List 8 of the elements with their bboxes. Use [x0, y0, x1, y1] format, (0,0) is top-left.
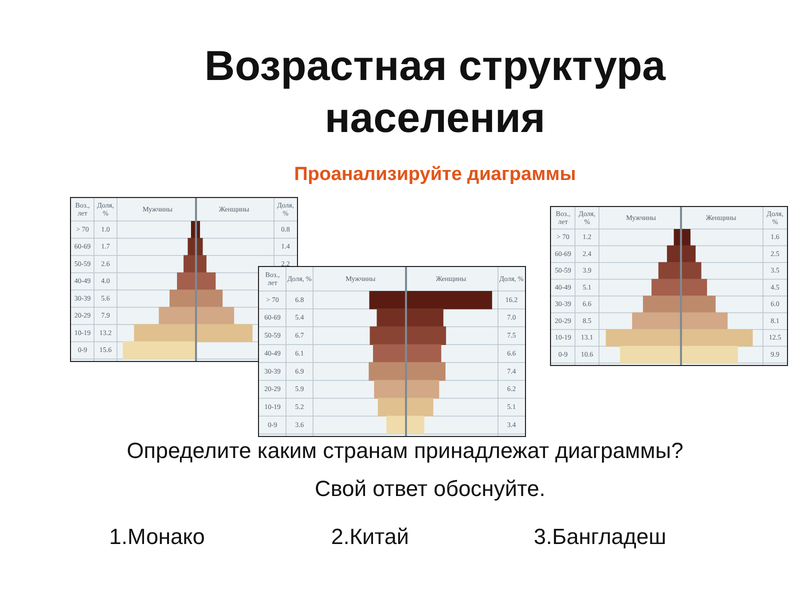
text: Возрастная структура населения [204, 41, 667, 143]
text: Проанализируйте диаграммы [293, 164, 577, 186]
text: Определите каким странам принадлежат диаграммы? [126, 438, 684, 464]
text: 1.Монако [109, 524, 205, 550]
bar [122, 341, 196, 359]
text: Свой ответ обоснуйте. [314, 476, 546, 502]
text: 2.Китай [331, 524, 409, 550]
text: 3.Бангладеш [534, 524, 666, 550]
